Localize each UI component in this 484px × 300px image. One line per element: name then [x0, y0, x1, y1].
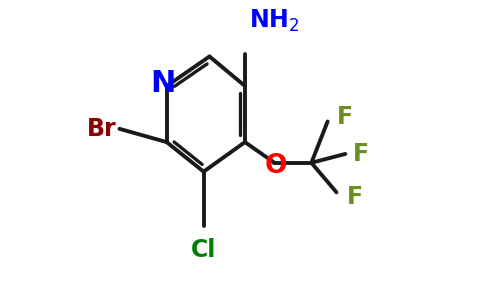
Text: F: F: [353, 142, 369, 166]
Text: Br: Br: [87, 117, 117, 141]
Text: F: F: [336, 105, 353, 129]
Text: Cl: Cl: [191, 238, 216, 262]
Text: N: N: [150, 69, 176, 98]
Text: O: O: [265, 153, 287, 179]
Text: NH$_2$: NH$_2$: [249, 8, 300, 34]
Text: F: F: [347, 185, 363, 209]
